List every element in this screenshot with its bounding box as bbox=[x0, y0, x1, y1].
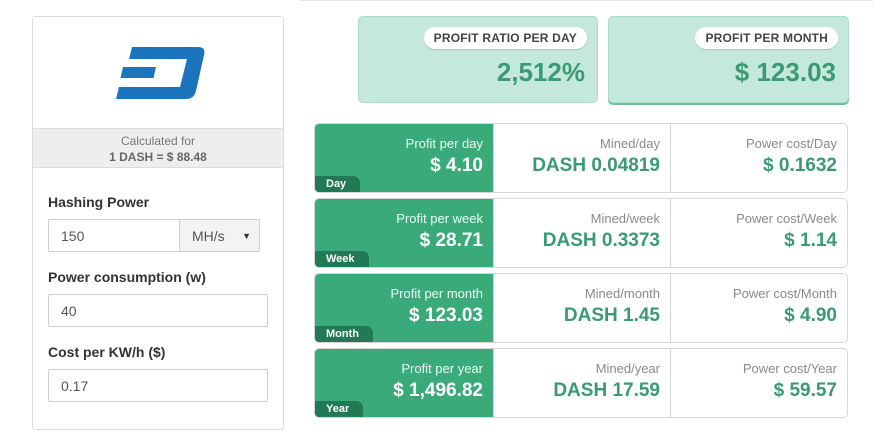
hashing-unit-value: MH/s bbox=[192, 227, 225, 244]
profit-ratio-label: PROFIT RATIO PER DAY bbox=[423, 27, 587, 49]
exchange-rate: 1 DASH = $ 88.48 bbox=[109, 150, 207, 164]
profit-value: $ 28.71 bbox=[419, 230, 483, 251]
profit-ratio-card: PROFIT RATIO PER DAY 2,512% bbox=[358, 16, 598, 103]
profit-label: Profit per year bbox=[401, 361, 483, 376]
result-row-year: Profit per year $ 1,496.82 Year Mined/ye… bbox=[314, 348, 848, 418]
profit-value: $ 123.03 bbox=[409, 305, 483, 326]
profit-month-card: PROFIT PER MONTH $ 123.03 bbox=[608, 16, 849, 103]
profit-value: $ 4.10 bbox=[430, 155, 483, 176]
top-divider bbox=[300, 0, 873, 1]
power-consumption-input[interactable]: 40 bbox=[48, 294, 268, 327]
mined-cell: Mined/month DASH 1.45 bbox=[493, 274, 670, 342]
mined-cell: Mined/week DASH 0.3373 bbox=[493, 199, 670, 267]
mined-value: DASH 0.04819 bbox=[532, 155, 660, 176]
calculated-for-caption: Calculated for bbox=[120, 134, 196, 148]
hashing-power-input[interactable]: 150 bbox=[48, 219, 180, 252]
power-cost-cell: Power cost/Month $ 4.90 bbox=[670, 274, 847, 342]
power-cost-value: $ 1.14 bbox=[784, 230, 837, 251]
power-cost-value: $ 0.1632 bbox=[763, 155, 837, 176]
profit-cell: Profit per week $ 28.71 Week bbox=[315, 199, 493, 267]
profit-cell: Profit per day $ 4.10 Day bbox=[315, 124, 493, 192]
profit-ratio-value: 2,512% bbox=[496, 57, 585, 87]
caret-down-icon: ▼ bbox=[242, 230, 251, 241]
period-tag: Month bbox=[315, 326, 373, 342]
power-cost-label: Power cost/Day bbox=[745, 136, 837, 151]
period-tag: Day bbox=[315, 176, 361, 192]
dash-logo-icon bbox=[116, 46, 205, 99]
power-cost-cell: Power cost/Day $ 0.1632 bbox=[670, 124, 847, 192]
profit-month-value: $ 123.03 bbox=[734, 57, 836, 87]
mined-label: Mined/day bbox=[600, 136, 660, 151]
power-cost-label: Power cost/Week bbox=[736, 211, 837, 226]
profit-month-label: PROFIT PER MONTH bbox=[695, 27, 838, 49]
power-cost-label: Power cost/Month bbox=[732, 286, 837, 301]
mined-label: Mined/year bbox=[595, 361, 660, 376]
cost-per-kwh-label: Cost per KW/h ($) bbox=[48, 344, 166, 360]
power-cost-value: $ 59.57 bbox=[773, 380, 837, 401]
mined-value: DASH 17.59 bbox=[553, 380, 660, 401]
power-consumption-label: Power consumption (w) bbox=[48, 269, 206, 285]
calculated-for-box: Calculated for 1 DASH = $ 88.48 bbox=[33, 128, 283, 168]
mined-cell: Mined/day DASH 0.04819 bbox=[493, 124, 670, 192]
profit-value: $ 1,496.82 bbox=[393, 380, 483, 401]
mined-label: Mined/week bbox=[590, 211, 660, 226]
input-form: Hashing Power 150 MH/s ▼ Power consumpti… bbox=[33, 168, 283, 402]
result-row-week: Profit per week $ 28.71 Week Mined/week … bbox=[314, 198, 848, 268]
power-cost-cell: Power cost/Week $ 1.14 bbox=[670, 199, 847, 267]
mined-cell: Mined/year DASH 17.59 bbox=[493, 349, 670, 417]
profit-cell: Profit per month $ 123.03 Month bbox=[315, 274, 493, 342]
result-row-month: Profit per month $ 123.03 Month Mined/mo… bbox=[314, 273, 848, 343]
profit-label: Profit per week bbox=[396, 211, 483, 226]
hashing-power-label: Hashing Power bbox=[48, 194, 150, 210]
period-tag: Year bbox=[315, 401, 364, 417]
hashing-power-row: 150 MH/s ▼ bbox=[48, 219, 260, 252]
profit-cell: Profit per year $ 1,496.82 Year bbox=[315, 349, 493, 417]
period-tag: Week bbox=[315, 251, 369, 267]
power-cost-cell: Power cost/Year $ 59.57 bbox=[670, 349, 847, 417]
hashing-unit-select[interactable]: MH/s ▼ bbox=[180, 219, 260, 252]
profit-label: Profit per day bbox=[405, 136, 483, 151]
result-row-day: Profit per day $ 4.10 Day Mined/day DASH… bbox=[314, 123, 848, 193]
logo-area bbox=[33, 17, 283, 128]
cost-per-kwh-input[interactable]: 0.17 bbox=[48, 369, 268, 402]
mined-value: DASH 1.45 bbox=[563, 305, 660, 326]
profit-label: Profit per month bbox=[390, 286, 484, 301]
mined-label: Mined/month bbox=[584, 286, 660, 301]
mined-value: DASH 0.3373 bbox=[542, 230, 660, 251]
calculator-panel: Calculated for 1 DASH = $ 88.48 Hashing … bbox=[32, 16, 284, 430]
power-cost-label: Power cost/Year bbox=[742, 361, 837, 376]
power-cost-value: $ 4.90 bbox=[784, 305, 837, 326]
